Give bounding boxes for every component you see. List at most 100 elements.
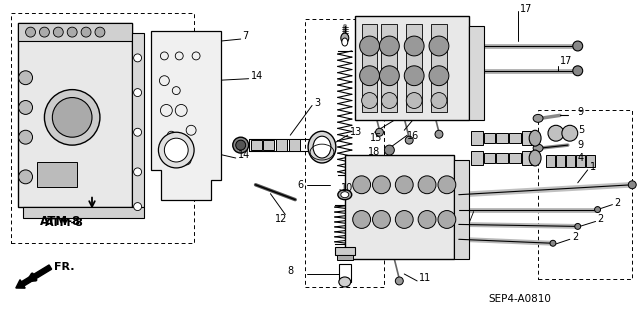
Circle shape (418, 176, 436, 194)
Text: 5: 5 (578, 125, 584, 135)
Text: 9: 9 (578, 140, 584, 150)
Circle shape (429, 66, 449, 85)
Circle shape (360, 66, 380, 85)
Text: 17: 17 (560, 56, 572, 66)
Bar (18, 23, 132, 41)
Circle shape (405, 136, 413, 144)
Bar (362, 24, 378, 112)
Bar (556, 155, 565, 167)
Bar (22, 207, 143, 219)
Bar (522, 151, 534, 165)
Text: 16: 16 (407, 131, 419, 141)
FancyArrow shape (16, 265, 52, 288)
Circle shape (353, 176, 371, 194)
Bar (470, 151, 483, 165)
Ellipse shape (341, 192, 349, 198)
Text: 2: 2 (598, 214, 604, 225)
Circle shape (81, 27, 91, 37)
Polygon shape (152, 31, 221, 200)
Circle shape (134, 54, 141, 62)
Circle shape (44, 90, 100, 145)
Ellipse shape (533, 144, 543, 152)
Circle shape (376, 128, 383, 136)
Circle shape (396, 277, 403, 285)
Text: 15: 15 (369, 133, 382, 143)
Text: 12: 12 (275, 214, 288, 225)
Ellipse shape (529, 150, 541, 166)
Circle shape (19, 100, 33, 115)
Text: SEP4-A0810: SEP4-A0810 (488, 294, 552, 304)
Text: ATM-8: ATM-8 (45, 219, 84, 228)
Circle shape (404, 36, 424, 56)
Circle shape (134, 128, 141, 136)
Circle shape (353, 211, 371, 228)
Circle shape (406, 93, 422, 108)
Bar (276, 139, 287, 151)
Bar (355, 16, 468, 120)
Bar (305, 19, 385, 287)
Text: 17: 17 (520, 4, 532, 14)
Circle shape (372, 176, 390, 194)
Text: 2: 2 (614, 198, 621, 208)
Circle shape (573, 41, 582, 51)
Bar (18, 23, 132, 207)
Circle shape (19, 130, 33, 144)
Text: 11: 11 (419, 273, 431, 283)
Bar (484, 153, 495, 163)
Text: 4: 4 (578, 153, 584, 163)
Circle shape (19, 71, 33, 85)
Circle shape (52, 98, 92, 137)
Text: 9: 9 (578, 108, 584, 117)
Circle shape (628, 181, 636, 189)
Ellipse shape (233, 137, 248, 153)
Bar (509, 153, 521, 163)
Circle shape (550, 240, 556, 246)
Text: 6: 6 (297, 180, 303, 190)
Circle shape (159, 132, 194, 168)
Circle shape (40, 27, 49, 37)
Text: 14: 14 (251, 71, 263, 81)
Bar (454, 160, 468, 259)
Circle shape (396, 176, 413, 194)
Ellipse shape (548, 125, 564, 141)
Text: 7: 7 (243, 31, 249, 41)
Bar (38, 162, 77, 187)
Bar (522, 131, 534, 145)
Circle shape (573, 66, 582, 76)
Bar (586, 155, 595, 167)
Circle shape (380, 36, 399, 56)
Text: 1: 1 (589, 162, 596, 172)
Circle shape (438, 211, 456, 228)
Circle shape (95, 27, 105, 37)
Bar (538, 110, 632, 279)
Circle shape (431, 93, 447, 108)
Ellipse shape (338, 190, 352, 200)
Circle shape (380, 66, 399, 85)
Ellipse shape (533, 115, 543, 122)
Circle shape (595, 207, 600, 212)
Bar (335, 247, 355, 255)
Circle shape (134, 89, 141, 97)
Circle shape (385, 145, 394, 155)
Circle shape (396, 211, 413, 228)
Bar (289, 139, 300, 151)
Ellipse shape (313, 136, 331, 158)
Bar (509, 133, 521, 143)
Text: 2: 2 (572, 232, 578, 242)
Circle shape (360, 36, 380, 56)
Text: 8: 8 (287, 266, 293, 276)
Text: 10: 10 (341, 183, 353, 193)
Circle shape (53, 27, 63, 37)
Bar (468, 26, 484, 120)
Bar (546, 155, 555, 167)
Bar (264, 140, 275, 150)
Circle shape (435, 130, 443, 138)
Ellipse shape (339, 277, 351, 287)
Circle shape (19, 170, 33, 184)
Bar (381, 24, 397, 112)
Bar (339, 264, 351, 282)
Bar (406, 24, 422, 112)
Text: 13: 13 (349, 127, 362, 137)
Circle shape (26, 27, 35, 37)
Text: 18: 18 (367, 147, 380, 157)
